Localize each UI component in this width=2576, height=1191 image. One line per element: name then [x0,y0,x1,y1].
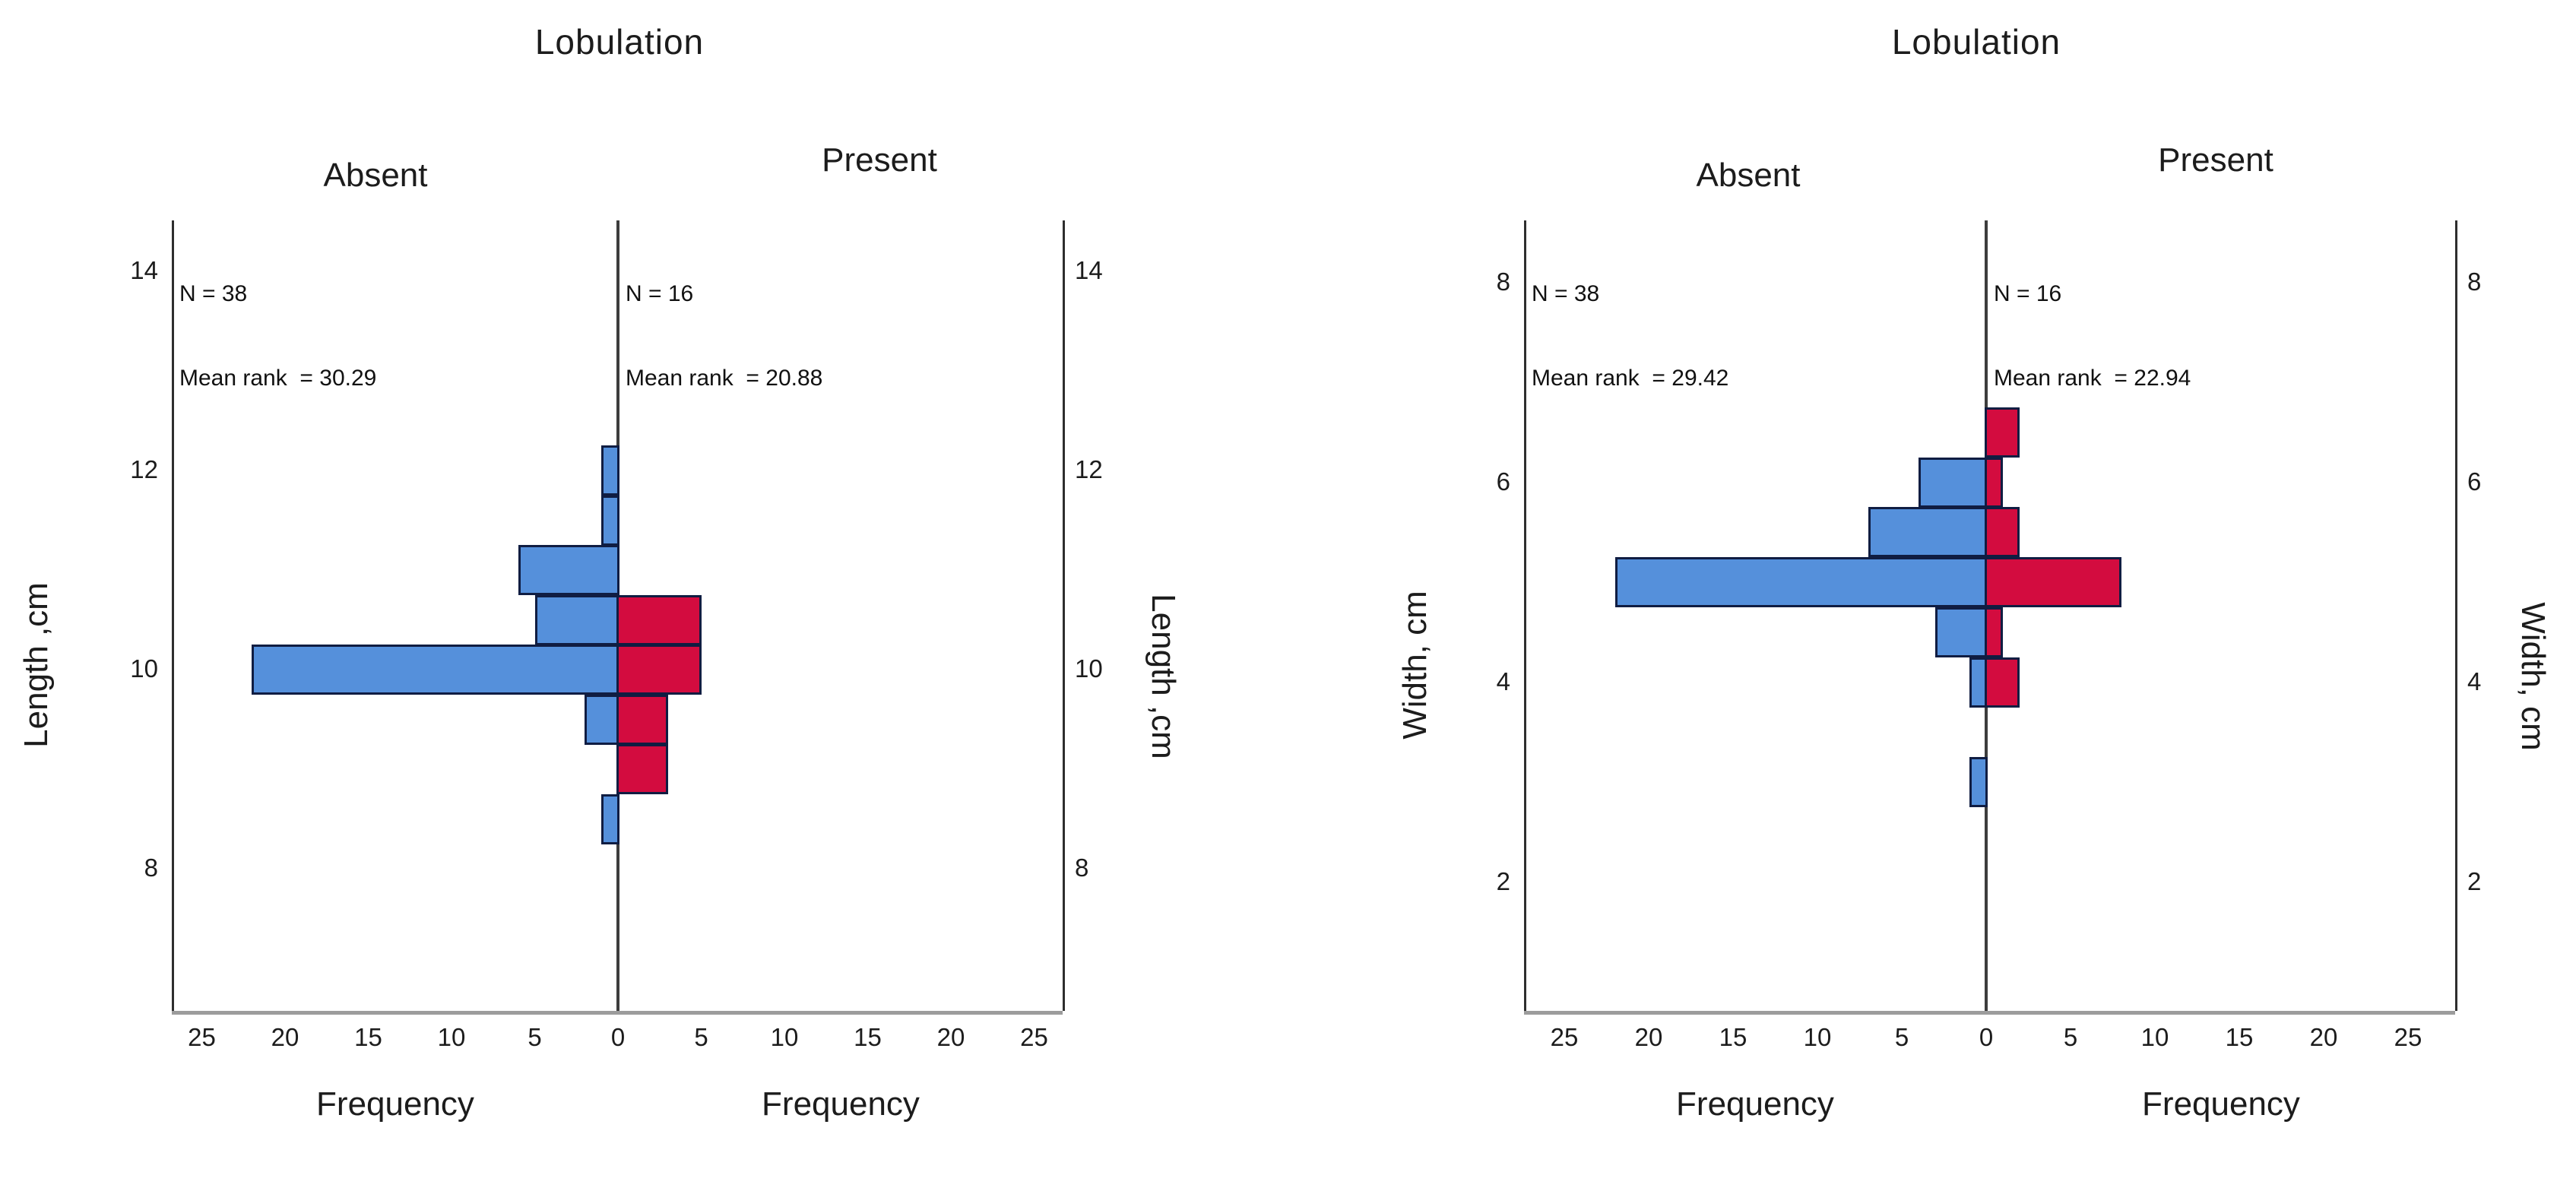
y-tick-label: 8 [1496,267,1510,296]
x-tick-label: 25 [188,1023,216,1051]
panel-label-present: Present [2158,141,2273,179]
y-axis-line-left [1524,220,1526,1011]
x-tick-label: 25 [1550,1023,1579,1051]
bar-absent [1935,607,1988,657]
x-tick-label: 10 [2140,1023,2169,1051]
x-tick-label: 0 [1979,1023,1994,1051]
bar-absent [1919,457,1988,508]
annotation-present: N = 16 Mean rank = 20.88 [626,223,822,448]
annotation-n: N = 38 [179,281,248,306]
bar-absent [585,694,619,745]
y-tick-label: 14 [130,256,158,284]
annotation-n: N = 16 [626,281,694,306]
x-tick-label: 0 [610,1023,626,1051]
annotation-mean-rank: Mean rank = 29.42 [1532,366,1729,391]
y-tick-label: 8 [144,854,158,882]
annotation-mean-rank: Mean rank = 30.29 [179,366,377,391]
bar-present [1985,557,2121,607]
x-tick-label: 20 [936,1023,965,1051]
annotation-mean-rank: Mean rank = 20.88 [626,366,823,391]
bar-absent [252,645,619,695]
x-tick-label: 5 [694,1023,708,1051]
x-axis-label-left: Frequency [316,1085,474,1123]
y-tick-label: 10 [130,654,158,683]
x-axis-label-right: Frequency [762,1085,920,1123]
bar-absent [1868,507,1988,558]
y-axis-line-right [1063,220,1065,1011]
bar-absent [518,545,619,595]
y-tick-label: 12 [130,455,158,483]
chart-title: Lobulation [1891,22,2061,62]
y-tick-label: 8 [2467,267,2482,296]
bar-present [1985,507,2020,558]
bar-present [616,594,702,645]
x-tick-label: 5 [1894,1023,1909,1051]
x-axis-label-right: Frequency [2142,1085,2300,1123]
x-tick-label: 15 [854,1023,882,1051]
y-tick-label: 4 [1496,667,1510,695]
y-tick-label: 2 [2467,866,2482,895]
y-axis-label-left: Width, cm [1396,591,1434,740]
x-tick-label: 15 [1719,1023,1747,1051]
x-tick-label: 20 [1634,1023,1663,1051]
x-tick-label: 5 [528,1023,542,1051]
x-axis-line [1524,1011,2455,1015]
y-tick-label: 6 [1496,467,1510,496]
y-axis-line-left [172,220,174,1011]
bar-absent [601,495,619,546]
x-tick-label: 20 [271,1023,299,1051]
annotation-present: N = 16 Mean rank = 22.94 [1994,223,2191,448]
panel-label-present: Present [822,141,937,179]
annotation-mean-rank: Mean rank = 22.94 [1994,366,2191,391]
bar-present [1985,607,2004,657]
bar-present [616,744,668,794]
annotation-n: N = 38 [1532,281,1600,306]
bar-present [1985,457,2004,508]
y-tick-label: 8 [1075,854,1089,882]
annotation-n: N = 16 [1994,281,2062,306]
y-tick-label: 2 [1496,866,1510,895]
annotation-absent: N = 38 Mean rank = 29.42 [1532,223,1728,448]
bar-absent [1614,557,1988,607]
x-tick-label: 20 [2309,1023,2338,1051]
x-tick-label: 25 [1020,1023,1048,1051]
panel-label-absent: Absent [323,157,428,194]
x-tick-label: 15 [354,1023,382,1051]
y-tick-label: 6 [2467,467,2482,496]
annotation-absent: N = 38 Mean rank = 30.29 [179,223,376,448]
y-tick-label: 14 [1075,256,1103,284]
bar-present [616,645,702,695]
x-axis-line [172,1011,1063,1015]
x-axis-label-left: Frequency [1676,1085,1834,1123]
x-tick-label: 10 [437,1023,466,1051]
chart-title: Lobulation [534,22,705,62]
bar-absent [534,594,619,645]
bar-absent [601,445,619,496]
bar-present [616,694,668,745]
panel-label-absent: Absent [1696,157,1801,194]
bar-present [1985,407,2020,458]
bar-absent [1969,757,1988,807]
x-tick-label: 5 [2063,1023,2078,1051]
y-tick-label: 12 [1075,455,1103,483]
y-tick-label: 10 [1075,654,1103,683]
y-axis-line-right [2455,220,2457,1011]
bar-absent [601,793,619,844]
y-axis-label-left: Length ,cm [17,582,55,748]
x-tick-label: 10 [770,1023,799,1051]
x-tick-label: 25 [2394,1023,2422,1051]
x-tick-label: 10 [1803,1023,1832,1051]
x-tick-label: 15 [2225,1023,2254,1051]
y-tick-label: 4 [2467,667,2482,695]
bar-present [1985,657,2020,708]
